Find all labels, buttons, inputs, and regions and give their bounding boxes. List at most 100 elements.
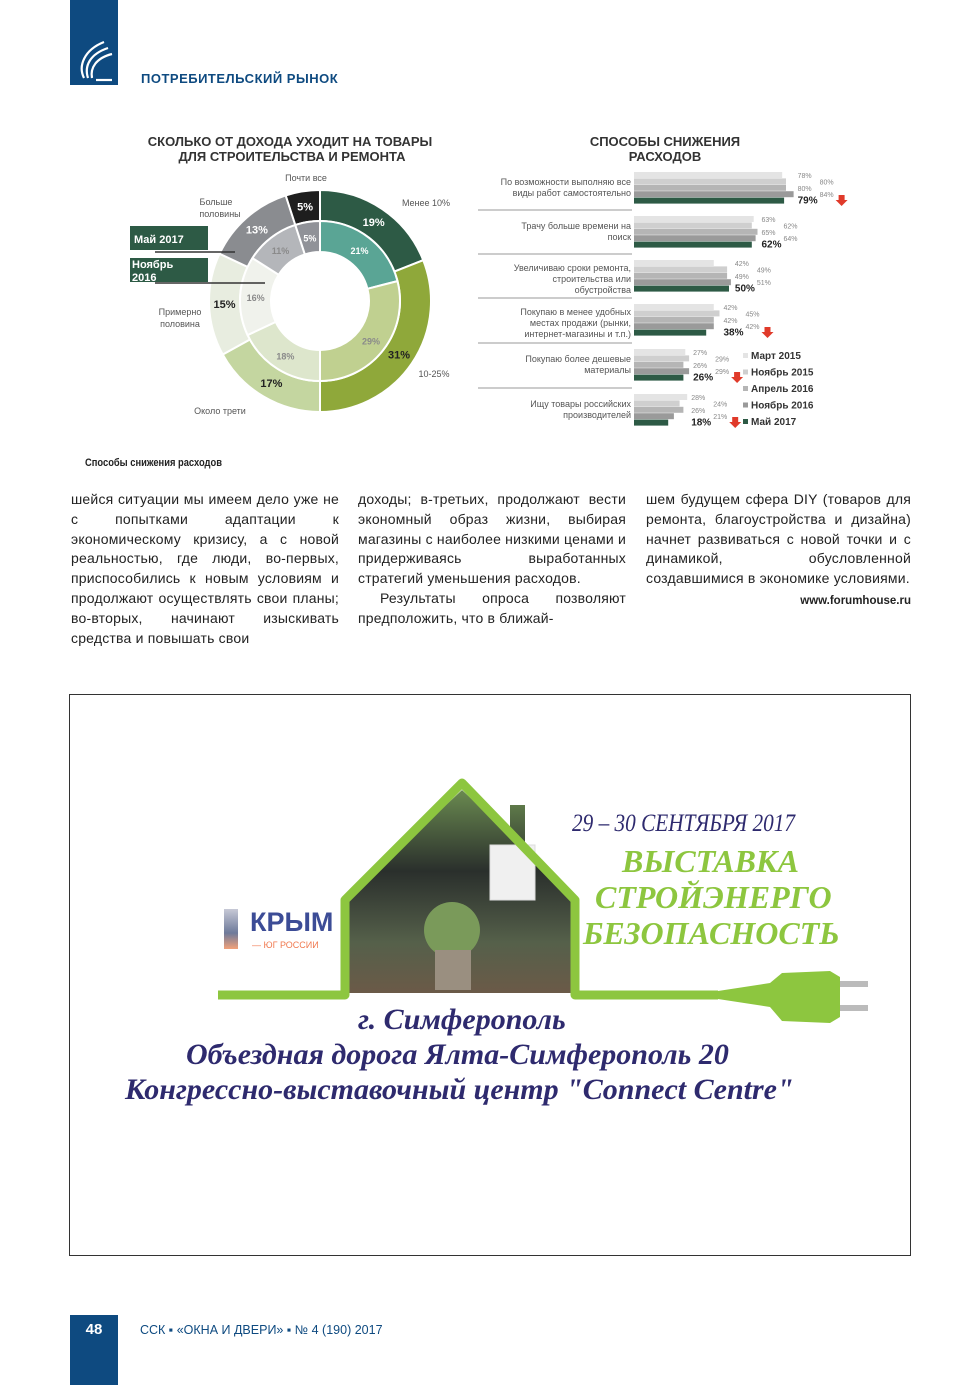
text-column-3: шем будущем сфера DIY (товаров для ремон…	[646, 490, 911, 608]
down-arrow-icon	[731, 372, 744, 383]
bar-category-label: обустройства	[575, 285, 631, 295]
donut-data-label: 17%	[260, 378, 282, 390]
source-link[interactable]: www.forumhouse.ru	[800, 594, 911, 607]
ssk-logo-icon	[80, 40, 113, 82]
bar	[634, 272, 728, 279]
ad-title-3: БЕЗОПАСНОСТЬ	[583, 915, 840, 951]
bar-value-label: 28%	[691, 395, 705, 402]
bar-title-2: РАСХОДОВ	[629, 149, 702, 164]
bar	[634, 279, 731, 286]
down-arrow-icon	[835, 195, 848, 206]
krym-logo-sub: — ЮГ РОССИИ	[252, 940, 319, 950]
ad-city: г. Симферополь	[358, 1003, 566, 1036]
legend-label: Апрель 2016	[751, 384, 814, 395]
bar	[634, 368, 690, 375]
paragraph: шейся ситуации мы имеем дело уже не с по…	[71, 491, 339, 646]
bar-value-label: 26%	[691, 408, 705, 415]
bar	[634, 310, 720, 317]
legend-label: Март 2015	[751, 351, 801, 362]
bar	[634, 406, 684, 413]
bar-value-label: 27%	[693, 350, 707, 357]
bar-category-label: интернет-магазины и т.п.)	[524, 329, 631, 339]
bar-value-label: 78%	[798, 173, 812, 180]
legend-label: Май 2017	[134, 234, 184, 246]
donut-data-label: 16%	[247, 293, 265, 303]
bar	[634, 374, 684, 381]
ad-venue: Конгрессно-выставочный центр "Connect Ce…	[125, 1073, 794, 1106]
down-arrow-icon	[761, 327, 774, 338]
donut-data-label: 31%	[388, 350, 410, 362]
bar-value-label: 42%	[735, 261, 749, 268]
bar	[634, 419, 669, 426]
text-column-2: доходы; в-третьих, продолжают вести экон…	[358, 490, 626, 629]
bar	[634, 266, 728, 273]
bar	[634, 216, 754, 222]
bar-value-label: 62%	[784, 223, 798, 230]
legend-box	[130, 258, 208, 282]
legend-label: Ноябрь 2016	[751, 400, 814, 412]
bar	[634, 355, 690, 362]
bar-value-label: 21%	[713, 414, 727, 421]
house-plug-graphic	[218, 778, 868, 1023]
donut-data-label: 13%	[246, 224, 268, 236]
bar-category-label: строительства или	[553, 274, 631, 284]
bar-value-label: 50%	[735, 284, 755, 295]
text-column-1: шейся ситуации мы имеем дело уже не с по…	[71, 490, 339, 648]
bar	[634, 361, 684, 368]
bar-category-label: Увеличиваю сроки ремонта,	[514, 263, 631, 273]
bar-value-label: 42%	[746, 324, 760, 331]
legend-swatch	[743, 386, 748, 391]
bar-value-label: 51%	[757, 280, 771, 287]
bar-value-label: 42%	[724, 318, 738, 325]
donut-data-label: 5%	[297, 202, 313, 214]
donut-category-label: Почти все	[285, 173, 327, 183]
section-title: ПОТРЕБИТЕЛЬСКИЙ РЫНОК	[141, 71, 339, 86]
legend-box	[130, 226, 208, 250]
legend-label: 2016	[132, 272, 156, 284]
bar	[634, 413, 674, 420]
bar-value-label: 45%	[746, 311, 760, 318]
bar	[634, 323, 714, 330]
legend-label: Ноябрь 2015	[751, 367, 814, 379]
bar-value-label: 64%	[784, 236, 798, 243]
donut-category-label: половина	[160, 319, 200, 329]
bar-value-label: 26%	[693, 363, 707, 370]
paragraph: шем будущем сфера DIY (товаров для ремон…	[646, 491, 911, 587]
ad-dates: 29 – 30 СЕНТЯБРЯ 2017	[572, 810, 795, 837]
bar-value-label: 49%	[757, 267, 771, 274]
bar-category-label: По возможности выполняю все	[501, 177, 631, 187]
bar	[634, 197, 785, 204]
legend-swatch	[743, 419, 748, 424]
donut-data-label: 29%	[362, 337, 380, 347]
bar	[634, 235, 756, 242]
page-number: 48	[70, 1315, 118, 1385]
donut-category-label: Больше	[200, 197, 233, 207]
krym-logo: КРЫМ	[250, 907, 334, 937]
bar-value-label: 18%	[691, 418, 711, 429]
bar-value-label: 29%	[715, 369, 729, 376]
donut-category-label: Менее 10%	[402, 198, 450, 208]
bar	[634, 184, 786, 191]
bar	[634, 400, 680, 407]
paragraph: доходы; в-третьих, продолжают вести экон…	[358, 491, 626, 587]
bar	[634, 329, 707, 336]
bar-value-label: 29%	[715, 356, 729, 363]
donut-data-label: 18%	[276, 351, 294, 361]
bar	[634, 304, 714, 310]
bar-category-label: материалы	[584, 365, 631, 375]
donut-data-label: 19%	[363, 217, 385, 229]
bar-value-label: 80%	[820, 179, 834, 186]
bar-value-label: 26%	[693, 373, 713, 384]
bar-value-label: 79%	[798, 196, 818, 207]
bar-category-label: производителей	[563, 410, 631, 420]
legend-label: Май 2017	[751, 417, 797, 428]
donut-data-label: 5%	[303, 233, 316, 243]
bar-category-label: Трачу больше времени на	[521, 221, 631, 231]
bar-value-label: 63%	[762, 217, 776, 224]
paragraph: Результаты опроса позволяют предположить…	[358, 589, 626, 626]
bar-category-label: Покупаю в менее удобных	[520, 307, 631, 317]
bar-title: СПОСОБЫ СНИЖЕНИЯ	[590, 134, 740, 149]
bar	[634, 178, 786, 185]
bar-value-label: 38%	[724, 328, 744, 339]
